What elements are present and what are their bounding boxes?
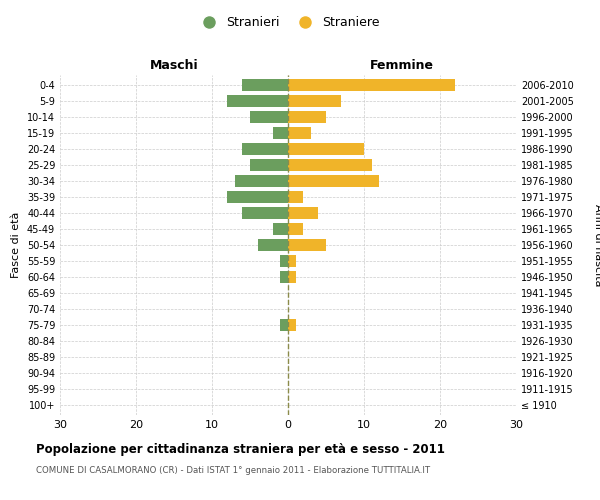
Bar bbox=[288, 255, 296, 267]
Bar bbox=[288, 175, 379, 187]
Text: Popolazione per cittadinanza straniera per età e sesso - 2011: Popolazione per cittadinanza straniera p… bbox=[36, 442, 445, 456]
Bar bbox=[242, 143, 288, 155]
Bar bbox=[288, 207, 319, 219]
Bar bbox=[280, 271, 288, 283]
Bar bbox=[235, 175, 288, 187]
Bar bbox=[273, 126, 288, 138]
Text: Maschi: Maschi bbox=[149, 59, 199, 72]
Bar bbox=[227, 94, 288, 106]
Bar bbox=[250, 110, 288, 122]
Bar bbox=[288, 271, 296, 283]
Bar bbox=[288, 191, 303, 203]
Bar bbox=[288, 78, 455, 90]
Bar bbox=[288, 239, 326, 251]
Bar bbox=[288, 126, 311, 138]
Bar bbox=[250, 159, 288, 171]
Y-axis label: Fasce di età: Fasce di età bbox=[11, 212, 21, 278]
Bar bbox=[288, 159, 371, 171]
Y-axis label: Anni di nascita: Anni di nascita bbox=[593, 204, 600, 286]
Text: COMUNE DI CASALMORANO (CR) - Dati ISTAT 1° gennaio 2011 - Elaborazione TUTTITALI: COMUNE DI CASALMORANO (CR) - Dati ISTAT … bbox=[36, 466, 430, 475]
Bar bbox=[288, 143, 364, 155]
Bar bbox=[273, 223, 288, 235]
Bar bbox=[288, 110, 326, 122]
Bar bbox=[288, 94, 341, 106]
Bar bbox=[242, 207, 288, 219]
Text: Femmine: Femmine bbox=[370, 59, 434, 72]
Bar bbox=[280, 319, 288, 331]
Bar bbox=[288, 319, 296, 331]
Bar bbox=[288, 223, 303, 235]
Bar bbox=[257, 239, 288, 251]
Bar bbox=[227, 191, 288, 203]
Bar bbox=[280, 255, 288, 267]
Legend: Stranieri, Straniere: Stranieri, Straniere bbox=[191, 11, 385, 34]
Bar bbox=[242, 78, 288, 90]
